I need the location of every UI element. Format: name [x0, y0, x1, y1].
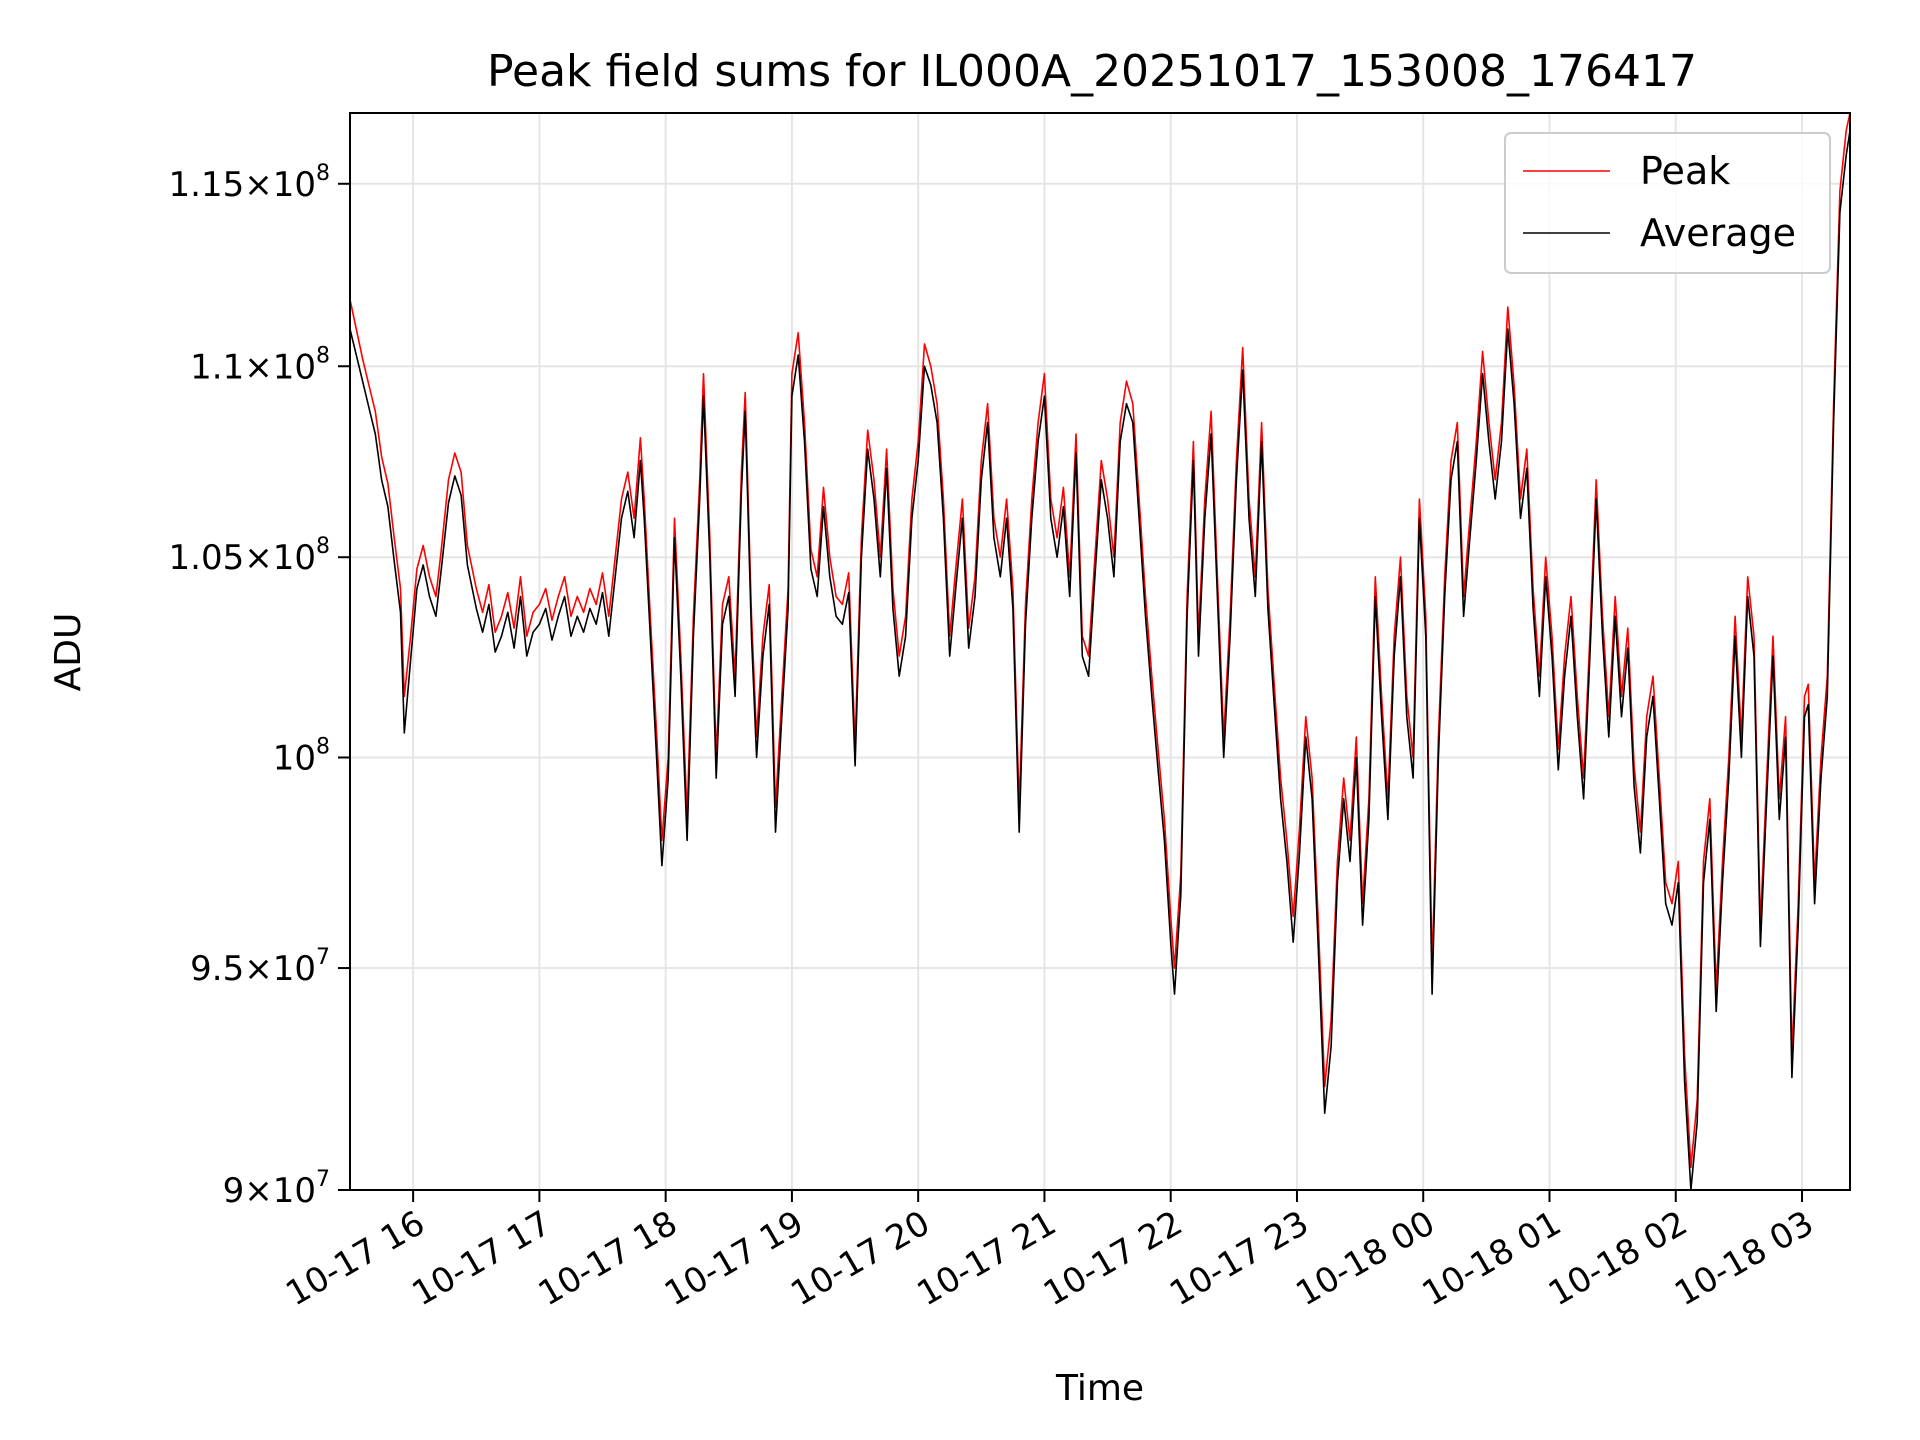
- y-tick-label: 9.5×107: [190, 945, 330, 989]
- grid: [350, 113, 1850, 1191]
- y-tick-label: 108: [273, 734, 330, 778]
- series-line-average: [350, 130, 1850, 1190]
- y-tick-label: 1.05×108: [169, 534, 330, 578]
- legend-label-peak: Peak: [1640, 149, 1730, 193]
- y-tick-label: 9×107: [223, 1167, 330, 1211]
- y-tick-label: 1.15×108: [169, 161, 330, 205]
- legend-box: [1504, 132, 1831, 274]
- plot-frame: [349, 112, 1851, 1191]
- y-axis: 9×107 9.5×107 108 1.05×108 1.1×108 1.15×108: [169, 161, 350, 1211]
- x-axis-label: Time: [1055, 1368, 1144, 1409]
- legend: Peak Average: [1504, 132, 1831, 274]
- chart-title: Peak field sums for IL000A_20251017_1530…: [487, 46, 1697, 97]
- series-line-peak: [350, 113, 1850, 1169]
- legend-label-average: Average: [1640, 211, 1796, 255]
- y-tick-label: 1.1×108: [190, 343, 330, 387]
- plot-area: [350, 113, 1850, 1190]
- y-axis-label: ADU: [48, 613, 89, 692]
